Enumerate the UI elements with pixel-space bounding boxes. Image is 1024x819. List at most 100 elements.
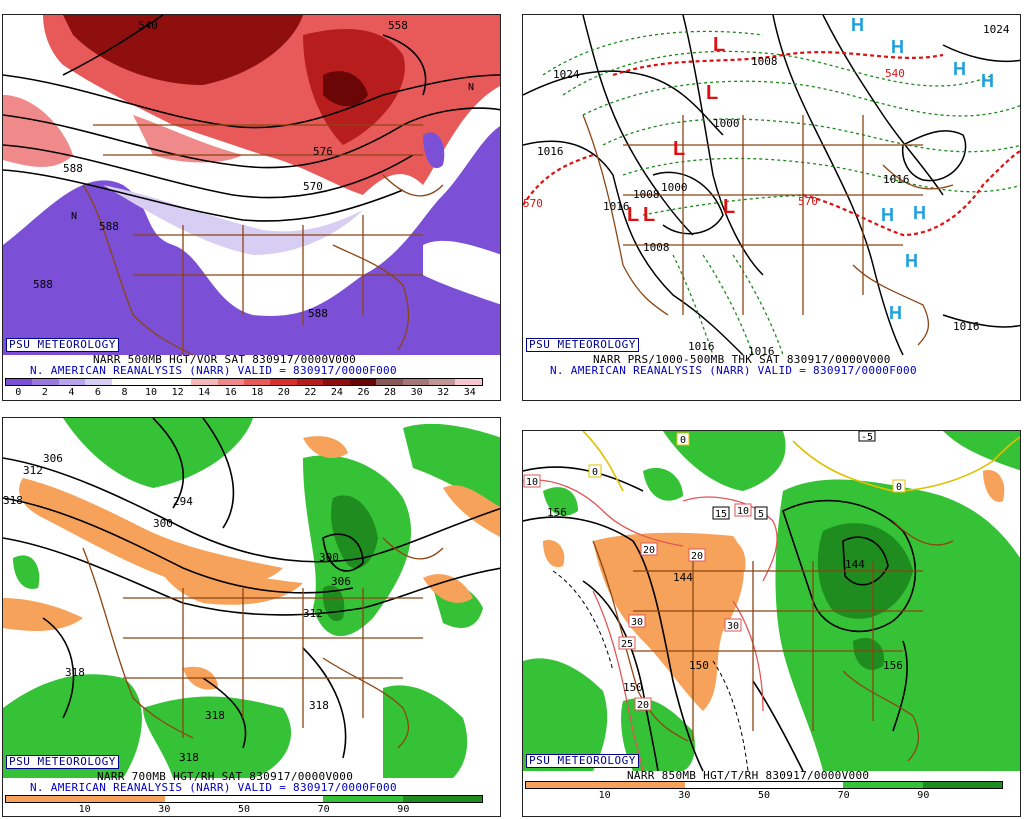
colorbar-tick-label: 2: [41, 387, 48, 398]
colorbar-tick-label: 26: [357, 387, 370, 398]
caption-title: NARR 850MB HGT/T/RH 830917/0000V000: [627, 769, 870, 782]
colorbar-swatch: [6, 796, 86, 802]
temp-label: 15: [715, 509, 727, 520]
panel-pressure-thickness: 1024 1016 1008 1000 1008 1016 1016 1016 …: [522, 14, 1021, 401]
colorbar-swatch: [138, 379, 165, 385]
temp-label: 25: [621, 639, 633, 650]
map-700mb: 312 306 294 300 300 306 312 318 318 318 …: [3, 418, 500, 778]
colorbar-tick-label: 10: [78, 804, 91, 815]
colorbar-swatch: [243, 379, 271, 385]
low-pressure-marker: L: [643, 204, 655, 226]
contour-label: 144: [673, 571, 693, 584]
temp-label: 10: [737, 506, 749, 517]
low-pressure-marker: L: [673, 138, 685, 160]
panel-700mb-rh: 312 306 294 300 300 306 312 318 318 318 …: [2, 417, 501, 817]
colorbar-swatch: [429, 379, 456, 385]
colorbar-swatch: [376, 379, 403, 385]
colorbar-swatch: [402, 379, 429, 385]
contour-label: 306: [331, 575, 351, 588]
colorbar: [5, 795, 483, 803]
colorbar: [5, 378, 483, 386]
high-pressure-marker: H: [891, 37, 904, 57]
colorbar-tick-label: 90: [917, 790, 930, 801]
contour-label: 588: [33, 278, 53, 291]
contour-label: 570: [303, 180, 323, 193]
temp-label: 0: [896, 482, 902, 493]
caption-subtitle: N. AMERICAN REANALYSIS (NARR) VALID = 83…: [550, 364, 917, 377]
isobar-label: 1000: [713, 117, 740, 130]
contour-label: 558: [388, 19, 408, 32]
colorbar-tick-label: 90: [397, 804, 410, 815]
colorbar-tick-label: 70: [317, 804, 330, 815]
contour-label: 150: [623, 681, 643, 694]
temp-label: 5: [758, 509, 764, 520]
colorbar-swatch: [349, 379, 377, 385]
contour-label: 576: [313, 145, 333, 158]
colorbar-tick-label: 12: [171, 387, 184, 398]
isobar-label: 1016: [688, 340, 715, 353]
colorbar-swatch: [323, 796, 403, 802]
isobar-label: 1016: [953, 320, 980, 333]
low-pressure-marker: L: [723, 196, 735, 218]
high-pressure-marker: H: [905, 251, 918, 271]
contour-label: 588: [63, 162, 83, 175]
low-pressure-marker: L: [713, 34, 725, 56]
psu-badge: PSU METEOROLOGY: [526, 754, 639, 768]
contour-label: 294: [173, 495, 193, 508]
colorbar-tick-label: 32: [437, 387, 450, 398]
vorticity-low-region: [3, 126, 500, 355]
temp-label: 20: [637, 700, 649, 711]
colorbar-tick-label: 34: [463, 387, 476, 398]
psu-badge: PSU METEOROLOGY: [6, 755, 119, 769]
colorbar-tick-label: 50: [237, 804, 251, 815]
colorbar-swatch: [526, 782, 606, 788]
colorbar-tick-label: 10: [145, 387, 158, 398]
colorbar-swatch: [111, 379, 139, 385]
colorbar-tick-label: 28: [384, 387, 397, 398]
high-pressure-marker: H: [913, 203, 926, 223]
colorbar-tick-label: 6: [94, 387, 101, 398]
contour-label: 312: [23, 464, 43, 477]
isobar-label: 1016: [537, 145, 564, 158]
temp-label: 30: [727, 621, 739, 632]
high-pressure-marker: H: [881, 205, 894, 225]
colorbar-tick-label: 4: [68, 387, 75, 398]
colorbar-ticks: 10 30 50 70 90: [5, 805, 483, 815]
high-pressure-marker: H: [981, 71, 994, 91]
colorbar-swatch: [684, 782, 764, 788]
colorbar-swatch: [217, 379, 244, 385]
colorbar-swatch: [270, 379, 297, 385]
temp-label: -5: [861, 432, 873, 443]
colorbar-tick-label: 30: [410, 387, 423, 398]
high-pressure-marker: H: [851, 15, 864, 35]
colorbar-swatch: [763, 782, 844, 788]
contour-label: 300: [153, 517, 173, 530]
caption-subtitle: N. AMERICAN REANALYSIS (NARR) VALID = 83…: [30, 364, 397, 377]
contour-label: 318: [179, 751, 199, 764]
colorbar-swatch: [605, 782, 685, 788]
contour-label: 540: [138, 19, 158, 32]
map-pressure: 1024 1016 1008 1000 1008 1016 1016 1016 …: [523, 15, 1020, 358]
caption-title: NARR 700MB HGT/RH SAT 830917/0000V000: [97, 770, 354, 783]
colorbar-tick-label: 24: [330, 387, 343, 398]
contour-label: 144: [845, 558, 865, 571]
contour-label: N: [71, 211, 77, 222]
isobar-label: 1016: [883, 173, 910, 186]
contour-label: 312: [303, 607, 323, 620]
caption-title: NARR 500MB HGT/VOR SAT 830917/0000V000: [93, 353, 357, 366]
temp-label: 20: [643, 545, 655, 556]
colorbar-swatch: [402, 796, 482, 802]
isobar-label: 1008: [751, 55, 778, 68]
colorbar-swatch: [164, 379, 192, 385]
colorbar-tick-label: 0: [15, 387, 22, 398]
colorbar-tick-label: 22: [304, 387, 317, 398]
colorbar-tick-label: 70: [837, 790, 850, 801]
panel-500mb-vorticity: 588 588 588 588 570 540 558 576 N N PSU …: [2, 14, 501, 401]
colorbar-swatch: [843, 782, 923, 788]
isobar-label: 1008: [633, 188, 660, 201]
map-850mb: 156 150 144 144 156 150 10 0 0 10 15 5 2…: [523, 431, 1020, 772]
caption-subtitle: N. AMERICAN REANALYSIS (NARR) VALID = 83…: [30, 781, 397, 794]
map-500mb: 588 588 588 588 570 540 558 576 N N: [3, 15, 500, 356]
isobar-label: 1024: [983, 23, 1010, 36]
contour-label: 156: [883, 659, 903, 672]
